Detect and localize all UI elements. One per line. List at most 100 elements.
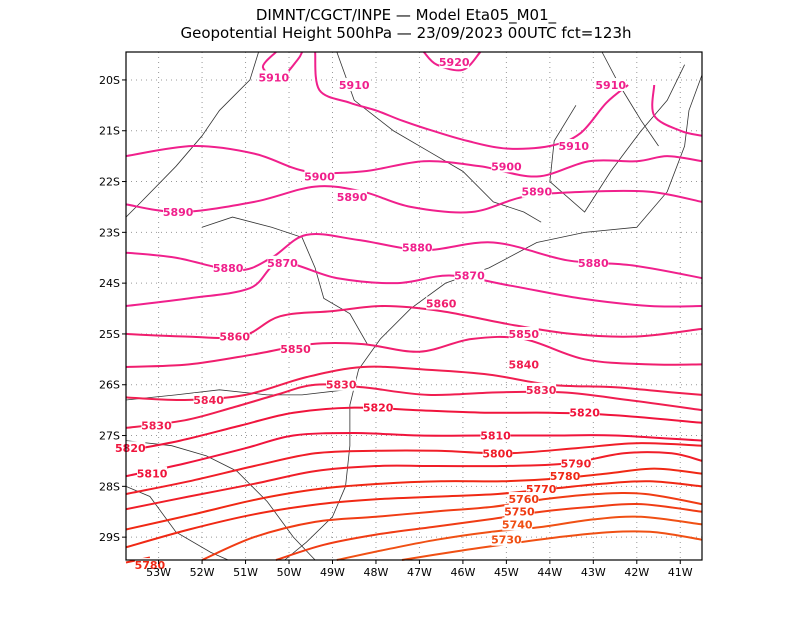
contour-label-bg — [569, 405, 600, 419]
contour-label: 5780 — [550, 470, 581, 483]
contour-5850 — [125, 335, 703, 368]
contour-label: 5830 — [141, 419, 172, 432]
border-line — [125, 389, 346, 401]
contour-5750 — [275, 502, 703, 561]
contour-label: 5860 — [426, 297, 457, 310]
lon-tick-label: 51W — [233, 566, 258, 579]
contour-5780 — [125, 467, 703, 531]
title-line-2: Geopotential Height 500hPa — 23/09/2023 … — [180, 24, 632, 42]
contour-label-bg — [508, 492, 539, 506]
contour-label: 5780 — [135, 559, 166, 572]
contour-label: 5890 — [163, 206, 194, 219]
lon-tick-label: 52W — [190, 566, 215, 579]
lon-tick-label: 47W — [407, 566, 432, 579]
coastline — [125, 51, 703, 561]
lat-tick-label: 28S — [99, 480, 120, 493]
contour-label-bg — [339, 78, 370, 92]
contour-5860 — [125, 304, 703, 340]
lon-tick-label: 48W — [364, 566, 389, 579]
contour-5730 — [401, 530, 703, 561]
lat-tick-label: 25S — [99, 328, 120, 341]
contour-5910 — [651, 84, 703, 137]
contour-label: 5820 — [363, 402, 394, 415]
title-line-1: DIMNT/CGCT/INPE — Model Eta05_M01_ — [255, 6, 557, 24]
contour-label-bg — [491, 159, 522, 173]
contour-label-bg — [504, 504, 535, 518]
lat-tick-label: 24S — [99, 277, 120, 290]
lon-tick-label: 45W — [494, 566, 519, 579]
contour-label-bg — [219, 329, 250, 343]
contour-5840 — [125, 365, 703, 402]
contour-label: 5820 — [569, 407, 600, 420]
contour-label: 5800 — [482, 447, 513, 460]
contour-label: 5900 — [491, 160, 522, 173]
contour-label-bg — [439, 55, 470, 69]
contour-label-bg — [363, 400, 394, 414]
border-line — [125, 440, 316, 561]
contour-5910 — [314, 51, 629, 150]
contour-5870 — [125, 261, 703, 308]
contour-label-bg — [480, 428, 511, 442]
contour-label-bg — [454, 268, 485, 282]
contour-label-bg — [258, 70, 289, 84]
contour-label-bg — [595, 78, 626, 92]
contour-label: 5880 — [578, 257, 609, 270]
contour-label: 5750 — [504, 506, 535, 519]
contour-label: 5760 — [508, 493, 539, 506]
contour-label: 5880 — [402, 242, 433, 255]
lon-tick-label: 42W — [624, 566, 649, 579]
contour-label-bg — [521, 184, 552, 198]
border-line — [601, 51, 659, 147]
border-line — [336, 51, 542, 223]
contour-label: 5730 — [491, 534, 522, 547]
contour-label-bg — [193, 392, 224, 406]
contour-label: 5740 — [502, 518, 533, 531]
contour-label-bg — [508, 357, 539, 371]
lat-tick-label: 29S — [99, 531, 120, 544]
lon-tick-label: 46W — [450, 566, 475, 579]
contour-label: 5910 — [558, 140, 589, 153]
contour-label: 5910 — [595, 79, 626, 92]
contour-label-bg — [426, 296, 457, 310]
contour-label: 5890 — [521, 186, 552, 199]
contour-label: 5840 — [508, 358, 539, 371]
contour-label-bg — [491, 532, 522, 546]
lon-tick-label: 53W — [146, 566, 171, 579]
border-line — [125, 51, 259, 218]
contour-label-bg — [402, 240, 433, 254]
contour-label: 5910 — [339, 79, 370, 92]
contour-label-bg — [267, 255, 298, 269]
contour-label-bg — [482, 446, 513, 460]
contour-label-bg — [141, 418, 172, 432]
lon-tick-label: 44W — [537, 566, 562, 579]
contour-label: 5850 — [280, 343, 311, 356]
contour-label-bg — [558, 138, 589, 152]
contour-label: 5890 — [337, 191, 368, 204]
lon-tick-label: 41W — [668, 566, 693, 579]
contour-label-bg — [304, 169, 335, 183]
contour-label-bg — [134, 558, 165, 572]
lat-tick-label: 23S — [99, 226, 120, 239]
lat-tick-label: 22S — [99, 176, 120, 189]
contour-label-bg — [115, 441, 146, 455]
contour-label: 5870 — [454, 270, 485, 283]
contour-label-bg — [578, 255, 609, 269]
contour-5760 — [201, 492, 703, 561]
lat-tick-label: 27S — [99, 430, 120, 443]
contour-5830 — [125, 383, 703, 429]
contour-label-bg — [213, 260, 244, 274]
lat-tick-label: 21S — [99, 125, 120, 138]
contour-5920 — [423, 51, 482, 72]
contour-label: 5790 — [561, 457, 592, 470]
contour-5800 — [125, 442, 703, 495]
contour-label-bg — [508, 326, 539, 340]
border-line — [284, 74, 703, 561]
contour-5810 — [125, 431, 703, 478]
lat-tick-label: 26S — [99, 379, 120, 392]
contour-label-bg — [560, 456, 591, 470]
height-contours — [125, 51, 703, 564]
contour-label: 5830 — [526, 384, 557, 397]
border-line — [201, 216, 368, 345]
